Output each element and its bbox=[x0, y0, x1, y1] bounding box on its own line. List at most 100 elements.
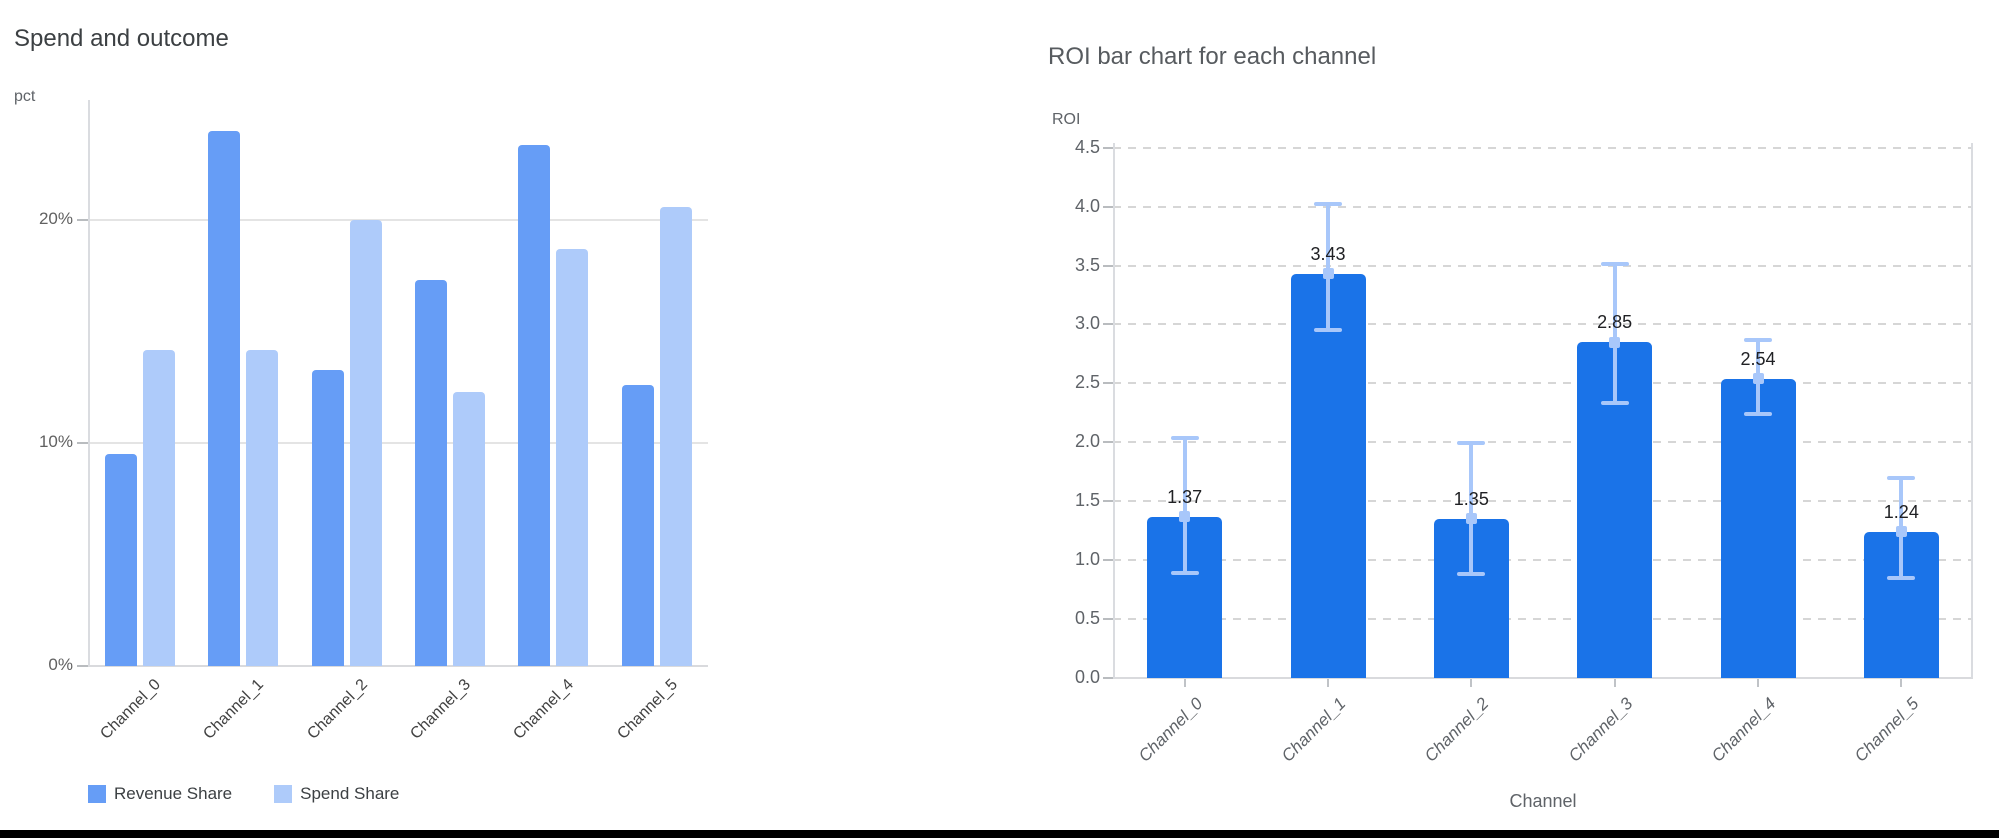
y-tick-mark bbox=[1103, 382, 1113, 385]
bar-value-label: 1.37 bbox=[1167, 486, 1203, 507]
bar-revenue-share-channel_1[interactable] bbox=[208, 131, 241, 666]
gridline bbox=[1113, 382, 1973, 385]
x-tick-label: Channel_1 bbox=[200, 676, 268, 743]
x-tick-label: Channel_4 bbox=[1707, 694, 1780, 766]
x-tick-label: Channel_1 bbox=[1277, 694, 1350, 766]
bar-revenue-share-channel_0[interactable] bbox=[105, 454, 137, 666]
x-tick-label: Channel_2 bbox=[1421, 694, 1493, 766]
x-tick-label: Channel_4 bbox=[510, 676, 578, 743]
y-tick-mark bbox=[77, 219, 88, 222]
error-bar-cap-bottom bbox=[1744, 412, 1772, 417]
x-tick-label: Channel_5 bbox=[1851, 694, 1923, 766]
bar-spend-share-channel_3[interactable] bbox=[453, 391, 485, 666]
error-bar-mean-marker bbox=[1609, 336, 1621, 348]
error-bar-cap-bottom bbox=[1170, 571, 1199, 576]
error-bar-mean-marker bbox=[1322, 268, 1334, 280]
y-tick-label: 1.5 bbox=[1074, 490, 1100, 511]
chart-legend: Revenue Share Spend Share bbox=[88, 784, 441, 804]
gridline bbox=[1113, 264, 1973, 267]
bar-spend-share-channel_1[interactable] bbox=[246, 349, 279, 666]
bar-spend-share-channel_2[interactable] bbox=[349, 220, 382, 666]
x-axis-line bbox=[1113, 677, 1973, 679]
y-tick-mark bbox=[1103, 500, 1113, 503]
y-tick-mark bbox=[1103, 618, 1113, 621]
gridline bbox=[1113, 500, 1973, 503]
roi-bar-channel_1[interactable] bbox=[1290, 273, 1366, 678]
bar-value-label: 2.85 bbox=[1597, 312, 1633, 333]
y-axis-line bbox=[1113, 143, 1115, 678]
legend-label: Revenue Share bbox=[114, 784, 233, 803]
y-tick-label: 4.5 bbox=[1074, 136, 1100, 157]
bar-value-label: 3.43 bbox=[1310, 243, 1346, 264]
roi-bar-channel_4[interactable] bbox=[1720, 378, 1796, 678]
spend-share-swatch bbox=[274, 785, 293, 803]
error-bar-cap-bottom bbox=[1600, 401, 1629, 406]
bar-spend-share-channel_4[interactable] bbox=[556, 249, 589, 666]
gridline bbox=[1113, 618, 1973, 621]
y-axis-line bbox=[88, 100, 90, 666]
bar-value-label: 2.54 bbox=[1740, 348, 1776, 369]
y-axis-unit-label: pct bbox=[14, 88, 36, 105]
legend-item-spend-share[interactable]: Spend Share bbox=[274, 784, 399, 804]
gridline bbox=[88, 442, 708, 445]
gridline bbox=[1113, 441, 1973, 444]
chart-title: Spend and outcome bbox=[14, 25, 229, 52]
error-bar-cap-bottom bbox=[1314, 328, 1342, 333]
gridline bbox=[1113, 205, 1973, 208]
bar-spend-share-channel_0[interactable] bbox=[143, 349, 175, 666]
plot-area: 1.37 3.43 1.35 2.85 2.54 1.24 bbox=[1113, 143, 1973, 679]
chart-title: ROI bar chart for each channel bbox=[1048, 43, 1377, 70]
error-bar-line bbox=[1469, 443, 1474, 575]
error-bar-mean-marker bbox=[1752, 373, 1764, 385]
x-tick-label: Channel_0 bbox=[1134, 694, 1207, 766]
error-bar-cap-top bbox=[1170, 435, 1199, 440]
x-axis-title: Channel bbox=[1509, 791, 1577, 811]
legend-label: Spend Share bbox=[300, 784, 400, 803]
revenue-share-swatch bbox=[88, 785, 106, 803]
error-bar-cap-top bbox=[1457, 441, 1486, 446]
error-bar-cap-top bbox=[1744, 337, 1772, 342]
x-tick-label: Channel_0 bbox=[97, 676, 165, 743]
y-tick-label: 0% bbox=[48, 655, 73, 674]
error-bar-cap-bottom bbox=[1887, 575, 1916, 580]
error-bar-mean-marker bbox=[1895, 526, 1907, 538]
error-bar-mean-marker bbox=[1465, 513, 1477, 525]
y-tick-label: 0.5 bbox=[1074, 608, 1100, 629]
y-tick-label: 2.0 bbox=[1074, 431, 1100, 452]
y-tick-mark bbox=[1103, 146, 1113, 149]
y-tick-label: 10% bbox=[38, 432, 73, 452]
x-tick-mark bbox=[1327, 679, 1329, 687]
y-tick-label: 4.0 bbox=[1074, 195, 1100, 216]
y-tick-label: 3.5 bbox=[1074, 254, 1100, 275]
y-tick-mark bbox=[1103, 441, 1113, 444]
bar-revenue-share-channel_2[interactable] bbox=[311, 369, 344, 666]
x-tick-label: Channel_3 bbox=[407, 676, 475, 743]
gridline bbox=[88, 219, 708, 222]
bar-revenue-share-channel_4[interactable] bbox=[518, 144, 551, 666]
x-tick-label: Channel_2 bbox=[303, 676, 371, 743]
bar-revenue-share-channel_3[interactable] bbox=[415, 280, 447, 666]
y-tick-mark bbox=[1103, 205, 1113, 208]
error-bar-mean-marker bbox=[1179, 511, 1191, 523]
bar-value-label: 1.24 bbox=[1883, 501, 1919, 522]
error-bar-cap-top bbox=[1887, 475, 1916, 480]
y-axis-unit-label: ROI bbox=[1052, 111, 1081, 128]
x-tick-mark bbox=[1900, 679, 1903, 687]
x-tick-mark bbox=[1757, 679, 1759, 687]
plot-area bbox=[88, 100, 708, 667]
bar-spend-share-channel_5[interactable] bbox=[659, 206, 692, 666]
gridline bbox=[1113, 323, 1973, 326]
y-tick-mark bbox=[1103, 677, 1113, 679]
legend-item-revenue-share[interactable]: Revenue Share bbox=[88, 784, 232, 804]
bar-revenue-share-channel_5[interactable] bbox=[621, 385, 654, 666]
x-tick-label: Channel_3 bbox=[1564, 694, 1637, 766]
error-bar-line bbox=[1612, 264, 1617, 404]
x-tick-mark bbox=[1183, 679, 1186, 687]
gridline bbox=[1113, 559, 1973, 562]
y-tick-label: 0.0 bbox=[1074, 667, 1100, 687]
y-tick-mark bbox=[1103, 264, 1113, 267]
error-bar-cap-bottom bbox=[1457, 572, 1486, 577]
y-tick-label: 1.0 bbox=[1074, 549, 1100, 570]
y-tick-label: 3.0 bbox=[1074, 313, 1100, 334]
error-bar-cap-top bbox=[1314, 202, 1342, 207]
